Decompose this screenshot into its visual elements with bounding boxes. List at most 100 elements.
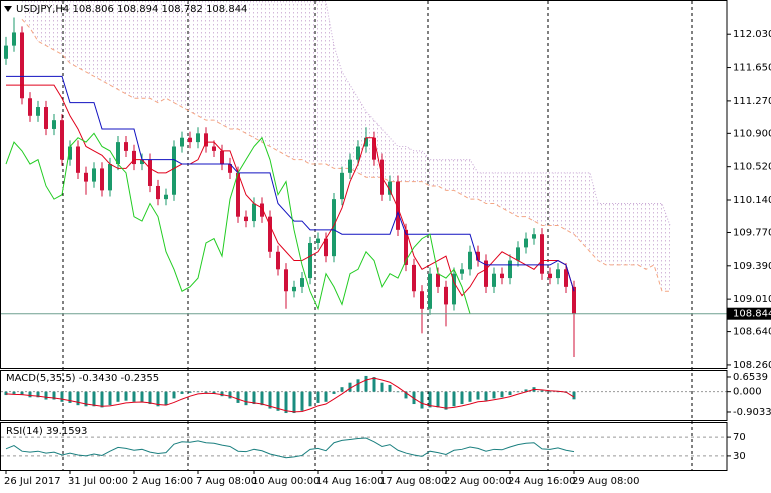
candle-body: [372, 137, 376, 160]
x-tick-label: 2 Aug 16:00: [132, 476, 193, 487]
macd-bar: [36, 391, 40, 398]
macd-bar: [60, 391, 64, 402]
macd-bar: [572, 391, 576, 400]
macd-bar: [340, 387, 344, 392]
candle-body: [388, 181, 392, 195]
macd-bar: [324, 391, 328, 402]
candle-body: [124, 142, 128, 151]
y-tick-label: 0.000: [733, 387, 762, 398]
candle-body: [436, 273, 440, 287]
candle-body: [364, 137, 368, 147]
macd-bar: [540, 390, 544, 392]
candle-body: [452, 273, 456, 305]
candle-body: [396, 181, 400, 230]
macd-bar: [276, 391, 280, 411]
macd-bar: [348, 382, 352, 392]
macd-bar: [100, 391, 104, 408]
candle-body: [540, 234, 544, 274]
macd-bar: [380, 382, 384, 392]
macd-bar: [68, 391, 72, 403]
price-label: 108.844: [733, 309, 771, 320]
y-tick-label: 0.6539: [733, 372, 768, 383]
candle-body: [332, 199, 336, 257]
candle-body: [308, 242, 312, 279]
candle-body: [268, 216, 272, 252]
x-tick-label: 17 Aug 08:00: [380, 476, 447, 487]
macd-bar: [212, 391, 216, 394]
candle-body: [148, 159, 152, 186]
y-tick-label: 110.900: [733, 128, 771, 139]
macd-bar: [436, 391, 440, 408]
macd-bar: [396, 391, 400, 393]
candle-body: [516, 247, 520, 261]
candle-body: [468, 251, 472, 270]
candle-body: [252, 203, 256, 222]
cloud-upper-line: [22, 1, 671, 226]
candle-body: [476, 251, 480, 261]
candle-body: [564, 269, 568, 287]
macd-bar: [124, 391, 128, 401]
candle-body: [524, 238, 528, 248]
menu-triangle[interactable]: [4, 6, 12, 12]
macd-title: MACD(5,35,5) -0.3430 -0.2355: [6, 373, 159, 384]
candle-body: [460, 269, 464, 274]
main-panel-frame: [0, 0, 728, 369]
y-tick-label: 112.030: [733, 29, 771, 40]
macd-bar: [308, 391, 312, 407]
macd-bar: [132, 391, 136, 402]
candle-body: [572, 286, 576, 314]
macd-bar: [180, 391, 184, 394]
y-tick-label: 108.260: [733, 360, 771, 371]
x-tick-label: 10 Aug 00:00: [252, 476, 319, 487]
candle-body: [492, 273, 496, 287]
macd-bar: [244, 391, 248, 406]
candle-body: [164, 194, 168, 200]
x-tick-label: 24 Aug 16:00: [508, 476, 575, 487]
macd-bar: [444, 391, 448, 410]
candle-body: [244, 216, 248, 222]
macd-bar: [356, 379, 360, 392]
candle-body: [156, 185, 160, 200]
y-tick-label: 111.650: [733, 63, 771, 74]
candle-body: [428, 273, 432, 309]
y-tick-label: 109.770: [733, 227, 771, 238]
macd-bar: [204, 391, 208, 393]
macd-bar: [76, 391, 80, 406]
candle-body: [316, 238, 320, 243]
candle-body: [284, 269, 288, 292]
candle-body: [412, 264, 416, 292]
candle-body: [84, 172, 88, 182]
macd-bar: [516, 391, 520, 393]
candle-body: [44, 107, 48, 129]
macd-bar: [252, 391, 256, 405]
candle-body: [228, 164, 232, 173]
macd-bar: [84, 391, 88, 407]
macd-bar: [524, 389, 528, 392]
y-tick-label: 108.640: [733, 327, 771, 338]
macd-bar: [92, 391, 96, 407]
macd-bar: [140, 391, 144, 402]
macd-bar: [300, 391, 304, 411]
x-tick-label: 22 Aug 00:00: [444, 476, 511, 487]
candle-body: [172, 146, 176, 195]
candle-body: [68, 146, 72, 160]
macd-bar: [500, 391, 504, 398]
macd-bar: [164, 391, 168, 406]
candle-body: [20, 32, 24, 99]
cloud-area: [22, 1, 670, 292]
macd-bar: [476, 391, 480, 400]
macd-bar: [388, 384, 392, 392]
candle-body: [196, 133, 200, 143]
candle-body: [236, 172, 240, 217]
candle-body: [52, 120, 56, 129]
x-tick-label: 26 Jul 2017: [4, 476, 61, 487]
y-tick-label: 70: [733, 432, 746, 443]
macd-bar: [372, 377, 376, 392]
macd-bar: [12, 391, 16, 394]
macd-bar: [316, 391, 320, 403]
macd-bar: [44, 391, 48, 400]
candle-body: [220, 150, 224, 165]
y-tick-label: 30: [733, 451, 746, 462]
macd-bar: [228, 391, 232, 399]
